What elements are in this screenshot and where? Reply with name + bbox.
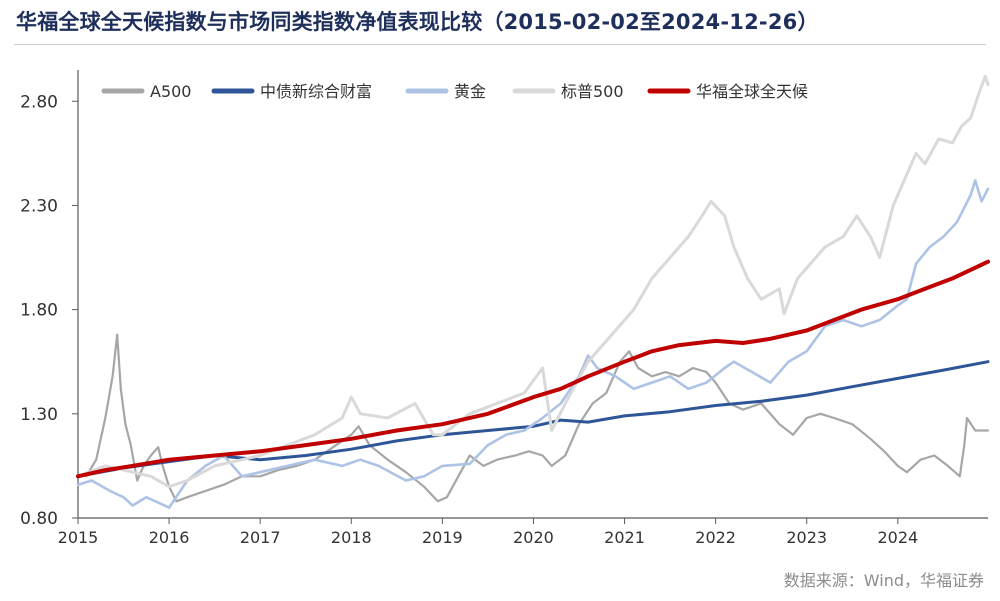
series-line-4	[76, 259, 990, 479]
x-tick-label: 2020	[513, 528, 554, 547]
legend-label-0: A500	[150, 82, 191, 101]
x-tick-label: 2015	[58, 528, 99, 547]
series-line-2	[76, 179, 990, 509]
x-tick-label: 2023	[786, 528, 827, 547]
x-tick-label: 2019	[422, 528, 463, 547]
legend-label-4: 华福全球全天候	[696, 82, 808, 101]
x-tick-label: 2024	[877, 528, 918, 547]
y-tick-label: 1.80	[20, 301, 58, 321]
title-divider	[14, 44, 986, 45]
series-line-0	[85, 333, 990, 503]
series-line-1	[76, 360, 990, 478]
x-tick-label: 2022	[695, 528, 736, 547]
x-tick-label: 2016	[149, 528, 190, 547]
y-tick-label: 2.80	[20, 92, 58, 112]
x-tick-label: 2017	[240, 528, 281, 547]
legend-label-3: 标普500	[561, 82, 624, 101]
legend-label-1: 中债新综合财富	[260, 82, 372, 101]
y-tick-label: 2.30	[20, 196, 58, 216]
x-tick-label: 2021	[604, 528, 645, 547]
x-tick-label: 2018	[331, 528, 372, 547]
source-note: 数据来源：Wind，华福证券	[783, 571, 984, 590]
series-line-3	[76, 74, 990, 489]
chart-title: 华福全球全天候指数与市场同类指数净值表现比较（2015-02-02至2024-1…	[16, 10, 819, 34]
y-tick-label: 0.80	[20, 509, 58, 529]
y-tick-label: 1.30	[20, 405, 58, 425]
legend-label-2: 黄金	[454, 82, 486, 101]
